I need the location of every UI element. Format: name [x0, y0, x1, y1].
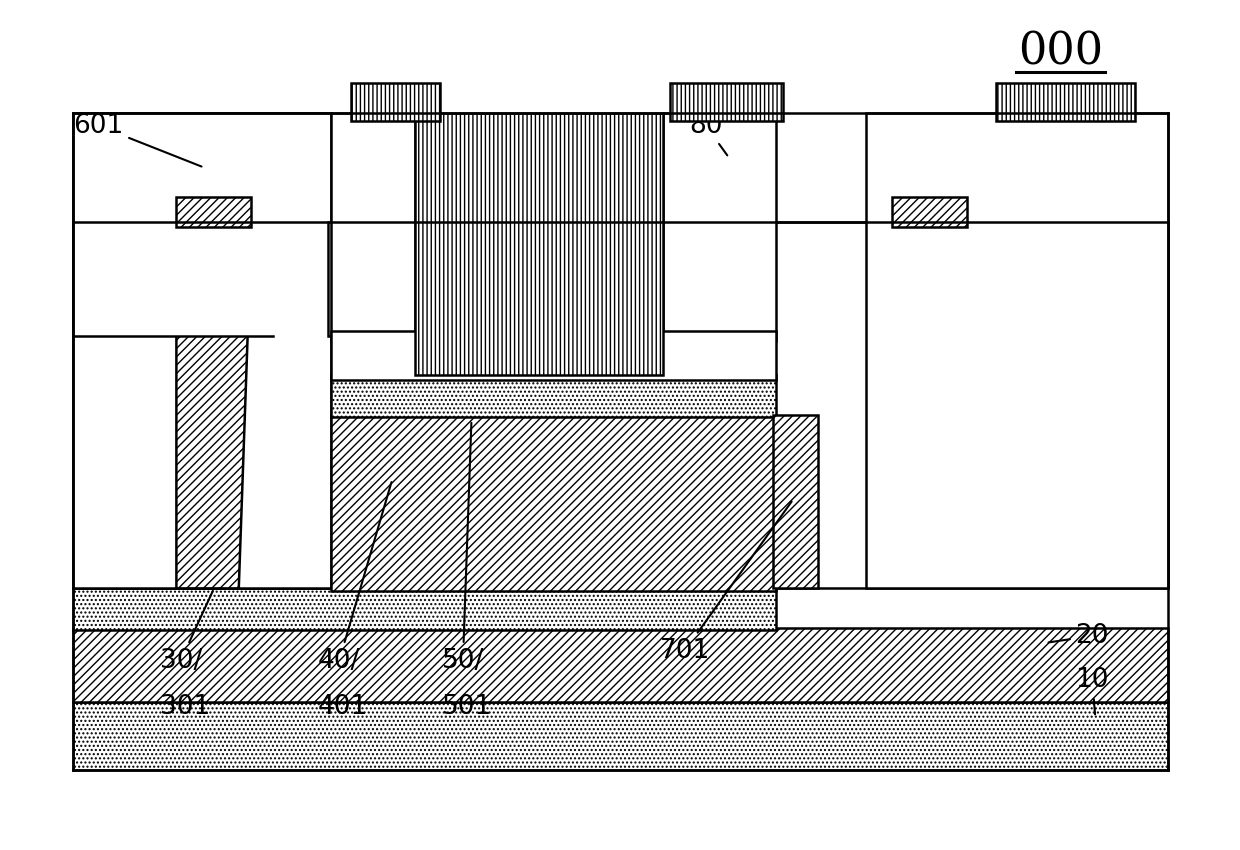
Bar: [331, 415, 776, 592]
Bar: [176, 197, 250, 227]
Bar: [327, 222, 337, 336]
Text: 401: 401: [317, 694, 368, 720]
Bar: [893, 197, 966, 227]
Text: 40/: 40/: [317, 482, 392, 673]
Bar: [73, 702, 1168, 769]
Text: 701: 701: [660, 502, 791, 664]
Text: 501: 501: [441, 694, 492, 720]
Bar: [996, 83, 1135, 121]
Bar: [662, 113, 776, 341]
Text: 20: 20: [1049, 623, 1109, 649]
Bar: [73, 628, 1168, 702]
Polygon shape: [176, 222, 252, 588]
Bar: [351, 83, 440, 121]
Bar: [73, 222, 341, 336]
Bar: [331, 331, 776, 381]
Bar: [331, 113, 415, 341]
Bar: [73, 113, 331, 227]
Bar: [73, 113, 331, 588]
Text: 301: 301: [160, 694, 210, 720]
Bar: [73, 588, 776, 630]
Bar: [73, 222, 1168, 588]
Bar: [866, 113, 1168, 588]
Text: 50/: 50/: [441, 422, 484, 673]
Bar: [670, 83, 784, 121]
Text: 601: 601: [73, 113, 202, 167]
Polygon shape: [774, 415, 818, 588]
Text: 30/: 30/: [160, 591, 213, 673]
Text: 80: 80: [689, 113, 728, 156]
Text: 10: 10: [1075, 667, 1109, 714]
Bar: [331, 376, 776, 417]
Bar: [415, 113, 662, 376]
Text: 000: 000: [1018, 30, 1104, 73]
